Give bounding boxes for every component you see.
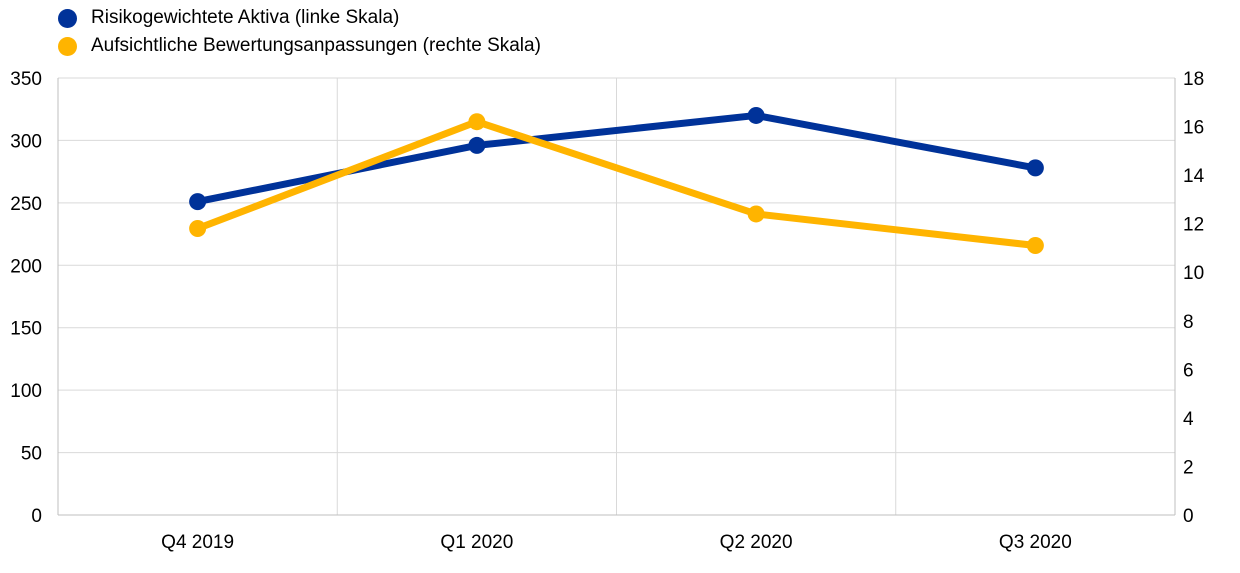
series-2-point [1026, 237, 1044, 255]
legend-item-series-2: Aufsichtliche Bewertungsanpassungen (rec… [58, 32, 541, 60]
series-2-point [189, 220, 207, 238]
y-right-tick-label: 8 [1183, 312, 1194, 333]
legend-label-series-1: Risikogewichtete Aktiva (linke Skala) [91, 7, 400, 28]
x-tick-label: Q4 2019 [161, 532, 234, 553]
y-left-tick-label: 150 [10, 319, 42, 340]
y-left-tick-label: 200 [10, 256, 42, 277]
y-right-tick-label: 2 [1183, 457, 1194, 478]
legend-label-series-2: Aufsichtliche Bewertungsanpassungen (rec… [91, 35, 541, 56]
series-2-point [747, 205, 765, 223]
x-tick-label: Q2 2020 [720, 532, 793, 553]
series-line-2 [194, 118, 1039, 250]
y-right-tick-label: 6 [1183, 360, 1194, 381]
y-right-tick-label: 12 [1183, 215, 1204, 236]
chart-legend: Risikogewichtete Aktiva (linke Skala) Au… [58, 4, 541, 60]
series-1-point [189, 193, 207, 211]
y-right-tick-label: 4 [1183, 409, 1194, 430]
legend-marker-series-1 [58, 8, 77, 28]
series-2-point [468, 113, 486, 131]
x-tick-label: Q1 2020 [440, 532, 513, 553]
y-right-tick-label: 18 [1183, 69, 1204, 90]
y-left-tick-label: 100 [10, 381, 42, 402]
x-tick-label: Q3 2020 [999, 532, 1072, 553]
y-left-tick-label: 350 [10, 69, 42, 90]
y-left-tick-label: 50 [21, 444, 42, 465]
y-right-tick-label: 10 [1183, 263, 1204, 284]
series-1-point [1026, 159, 1044, 177]
series-1-point [747, 106, 765, 124]
y-right-tick-label: 0 [1183, 506, 1194, 527]
y-right-tick-label: 14 [1183, 166, 1205, 187]
y-left-tick-label: 250 [10, 194, 42, 215]
y-left-tick-label: 0 [31, 506, 42, 527]
y-right-tick-label: 16 [1183, 118, 1204, 139]
y-left-tick-label: 300 [10, 131, 42, 152]
series-1-point [468, 136, 486, 154]
legend-item-series-1: Risikogewichtete Aktiva (linke Skala) [58, 4, 541, 32]
legend-marker-series-2 [58, 36, 77, 56]
